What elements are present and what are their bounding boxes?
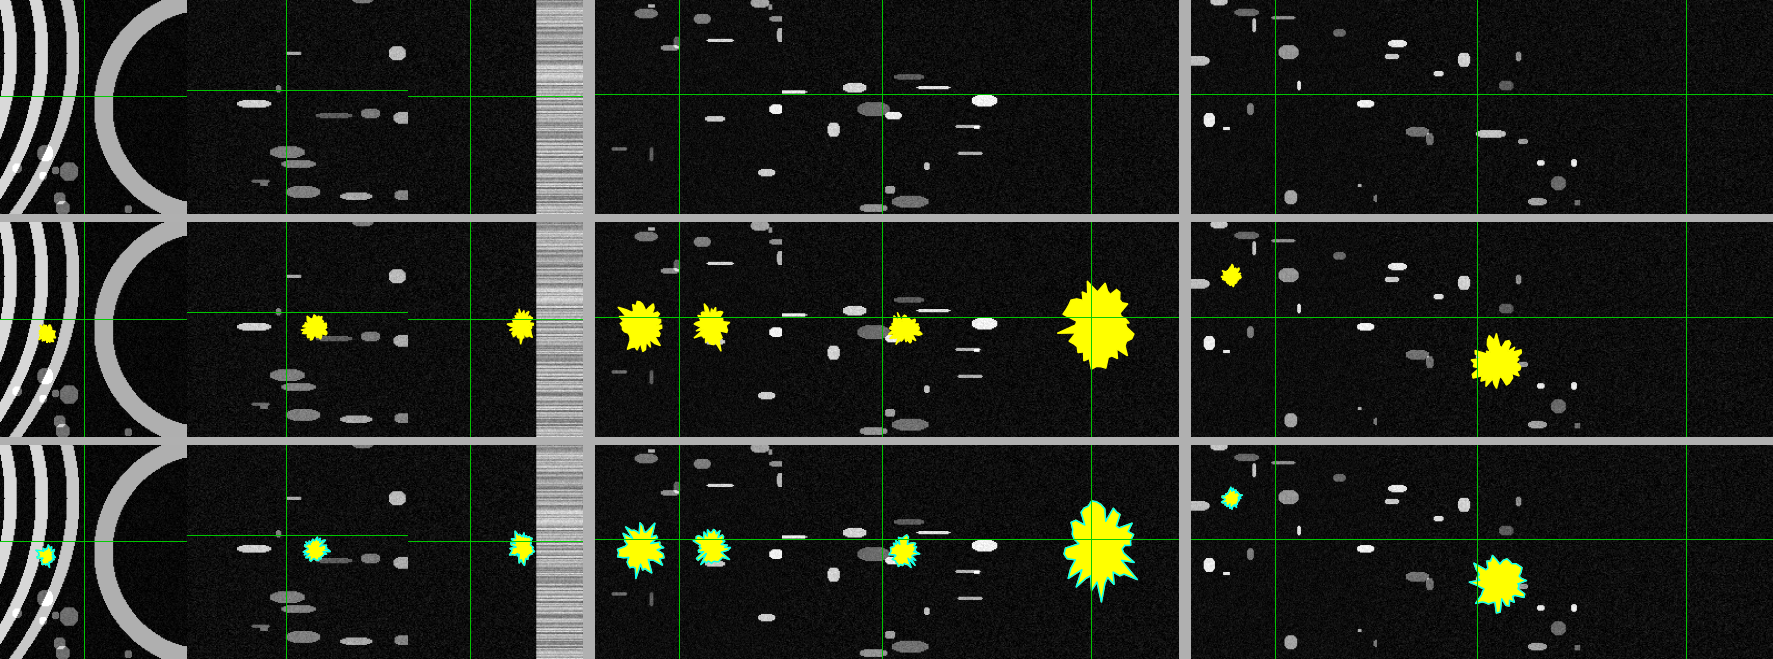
Polygon shape <box>507 309 534 344</box>
Polygon shape <box>693 304 729 351</box>
Polygon shape <box>303 537 330 561</box>
Polygon shape <box>1470 333 1521 388</box>
Polygon shape <box>888 535 920 567</box>
Polygon shape <box>693 529 730 565</box>
Polygon shape <box>509 531 534 565</box>
Polygon shape <box>39 324 55 343</box>
Polygon shape <box>301 315 326 340</box>
Polygon shape <box>1468 556 1527 613</box>
Polygon shape <box>617 523 663 579</box>
Polygon shape <box>1057 281 1133 369</box>
Polygon shape <box>1220 264 1241 287</box>
Polygon shape <box>1064 501 1136 602</box>
Polygon shape <box>617 301 661 352</box>
Polygon shape <box>888 312 922 345</box>
Polygon shape <box>1220 487 1241 509</box>
Polygon shape <box>35 545 55 567</box>
